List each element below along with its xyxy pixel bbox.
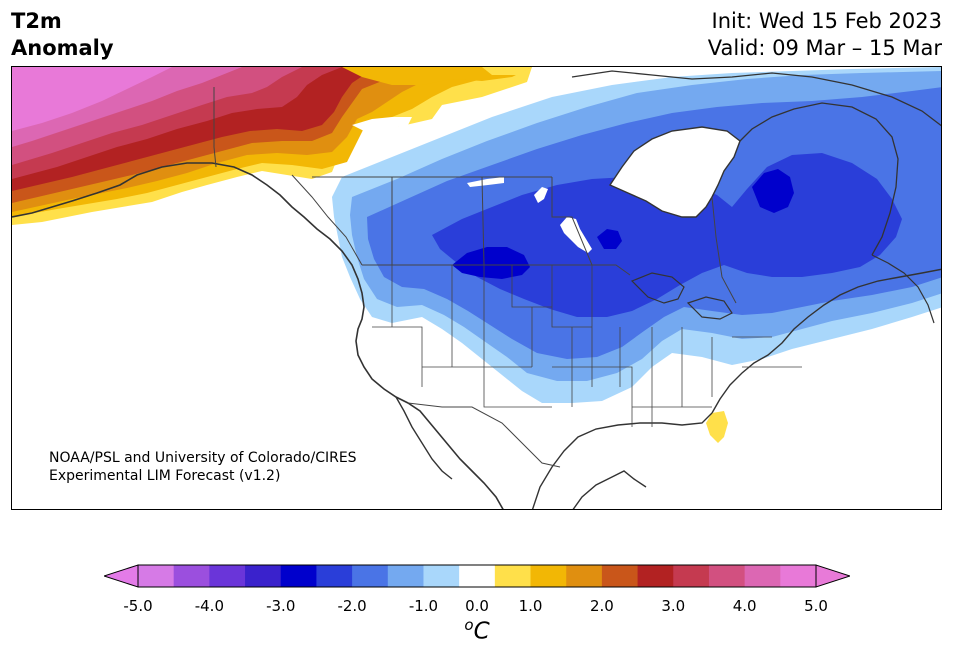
- coast-yucatan: [572, 470, 647, 509]
- credit-line-1: NOAA/PSL and University of Colorado/CIRE…: [49, 450, 357, 466]
- hudson-bay: [610, 127, 740, 217]
- colorbar-segment: [494, 565, 532, 587]
- colorbar-tick-label: -5.0: [123, 597, 153, 615]
- colorbar-segment: [566, 565, 603, 587]
- colorbar-tick-label: 2.0: [589, 597, 614, 615]
- colorbar-unit: oC: [464, 616, 489, 645]
- coast-newfoundland: [871, 254, 935, 324]
- coast-hudson: [608, 126, 741, 218]
- lake-reindeer: [534, 187, 548, 203]
- colorbar-under-arrow: [104, 564, 139, 588]
- cold-anomaly-30-bay: [597, 229, 622, 249]
- florida-warm-anomaly: [706, 411, 728, 443]
- coast-arctic: [571, 70, 941, 127]
- unit-degree: o: [464, 616, 474, 634]
- border-ontario-quebec: [711, 196, 737, 304]
- coast-baja: [395, 396, 453, 480]
- valid-range: Valid: 09 Mar – 15 Mar: [707, 36, 942, 60]
- colorbar-outline: [137, 564, 817, 588]
- colorbar-tick-label: -1.0: [408, 597, 439, 615]
- coast-labrador: [739, 102, 899, 256]
- cold-anomaly-30-east: [752, 169, 794, 213]
- border-bc-alberta: [291, 174, 363, 266]
- border-sask-manitoba: [481, 176, 485, 266]
- warm-anomaly-50: [12, 67, 172, 131]
- colorbar-segment: [352, 565, 389, 587]
- colorbar-segment: [637, 565, 674, 587]
- credit-text: NOAA/PSL and University of Colorado/CIRE…: [49, 449, 357, 485]
- colorbar-tick-label: -2.0: [337, 597, 367, 615]
- anomaly-map: [11, 66, 942, 510]
- colorbar-segment: [423, 565, 460, 587]
- credit-line-2: Experimental LIM Forecast (v1.2): [49, 468, 281, 484]
- border-us-mexico: [407, 402, 561, 468]
- colorbar-segment: [138, 565, 175, 587]
- colorbar-segment: [459, 565, 496, 587]
- colorbar-segment: [316, 565, 353, 587]
- coast-east: [711, 268, 941, 414]
- colorbar-segment: [744, 565, 781, 587]
- colorbar-tick-label: 3.0: [661, 597, 686, 615]
- colorbar-segment: [245, 565, 282, 587]
- colorbar-tick-label: -4.0: [194, 597, 224, 615]
- colorbar-tick-label: 0.0: [465, 597, 489, 615]
- forecast-dates: Init: Wed 15 Feb 2023 Valid: 09 Mar – 15…: [708, 8, 942, 62]
- lake-great-bear: [352, 117, 412, 131]
- warm-anomaly-top-center-inner: [482, 67, 532, 75]
- map-title: T2m Anomaly: [11, 8, 114, 62]
- variable-label: T2m: [11, 9, 62, 33]
- cold-anomaly-30: [452, 247, 530, 279]
- unit-letter: C: [473, 618, 490, 645]
- coast-west: [12, 162, 504, 509]
- map-canvas: [12, 67, 941, 509]
- warm-anomaly-top-center: [342, 67, 532, 85]
- colorbar-segments: [138, 565, 817, 587]
- colorbar-segment: [387, 565, 424, 587]
- border-manitoba-ontario: [551, 177, 593, 266]
- colorbar: [104, 564, 850, 588]
- quantity-label: Anomaly: [11, 36, 114, 60]
- coast-gulf: [531, 412, 713, 509]
- colorbar-segment: [673, 565, 710, 587]
- lake-athabasca: [467, 177, 504, 187]
- colorbar-tick-label: -3.0: [266, 597, 296, 615]
- init-date: Init: Wed 15 Feb 2023: [711, 9, 942, 33]
- border-alaska: [213, 87, 217, 168]
- colorbar-segment: [280, 565, 317, 587]
- us-state-borders: [372, 265, 802, 427]
- lake-winnipeg: [560, 217, 592, 253]
- colorbar-tick-label: 4.0: [732, 597, 757, 615]
- colorbar-ticks: -5.0 -4.0 -3.0 -2.0 -1.0 0.0 1.0 2.0 3.0 4.0 5.0: [0, 597, 953, 617]
- great-lakes: [630, 272, 733, 320]
- colorbar-tick-label: 5.0: [804, 597, 828, 615]
- political-borders: [213, 87, 802, 468]
- coastlines: [12, 70, 941, 509]
- colorbar-over-arrow: [815, 564, 850, 588]
- colorbar-segment: [530, 565, 567, 587]
- colorbar-segment: [708, 565, 746, 587]
- colorbar-segment: [209, 565, 246, 587]
- colorbar-segment: [173, 565, 210, 587]
- colorbar-tick-label: 1.0: [518, 597, 543, 615]
- colorbar-segment: [601, 565, 639, 587]
- colorbar-segment: [780, 565, 817, 587]
